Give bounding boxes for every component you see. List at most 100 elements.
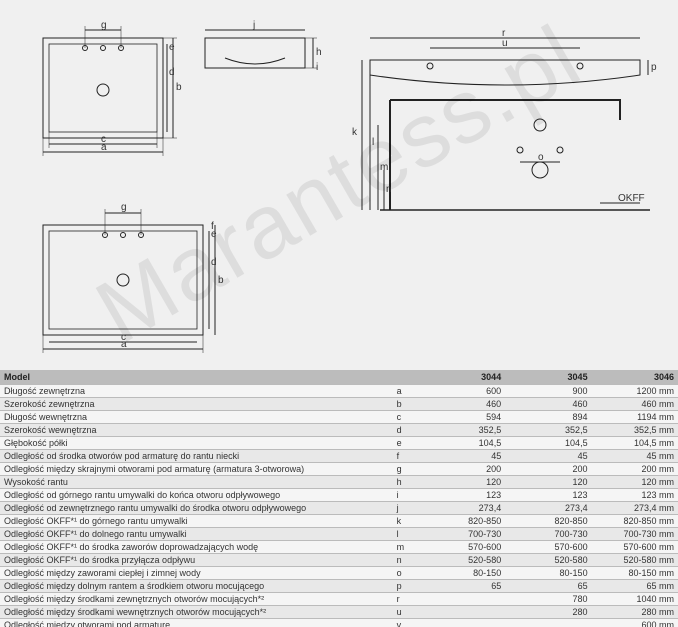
row-v1: 273,4 [419,501,505,514]
row-desc: Odległość OKFF*¹ do środka zaworów dopro… [0,540,393,553]
row-v3: 520-580 mm [592,553,678,566]
row-key: p [393,579,419,592]
row-v1: 570-600 [419,540,505,553]
row-desc: Wysokość rantu [0,475,393,488]
row-v1: 820-850 [419,514,505,527]
row-v1: 65 [419,579,505,592]
row-key: n [393,553,419,566]
row-desc: Głębokość półki [0,436,393,449]
row-v3: 120 mm [592,475,678,488]
svg-text:c: c [121,332,126,343]
diagram-plan-small: g a c b d e [25,20,185,160]
row-v3: 65 mm [592,579,678,592]
row-v2: 352,5 [505,423,591,436]
row-desc: Szerokość wewnętrzna [0,423,393,436]
svg-text:g: g [101,20,107,31]
table-row: Odległość między otworami pod armaturęv 6… [0,618,678,627]
row-key: v [393,618,419,627]
row-v3: 600 mm [592,618,678,627]
row-v2: 45 [505,449,591,462]
svg-text:b: b [218,275,224,286]
svg-text:n: n [386,184,392,195]
row-key: f [393,449,419,462]
row-v1: 594 [419,410,505,423]
row-desc: Odległość między środkami wewnętrznych o… [0,605,393,618]
row-v3: 460 mm [592,397,678,410]
row-v1: 80-150 [419,566,505,579]
row-key: a [393,384,419,397]
row-v2: 460 [505,397,591,410]
row-v3: 280 mm [592,605,678,618]
diagram-elevation: r u p o OKFF k l m n [340,20,660,220]
svg-text:OKFF: OKFF [618,193,645,204]
svg-text:u: u [502,38,508,49]
table-row: Szerokość wewnętrznad352,5352,5352,5 mm [0,423,678,436]
table-row: Odległość OKFF*¹ do dolnego rantu umywal… [0,527,678,540]
svg-text:e: e [169,42,175,53]
row-v1: 600 [419,384,505,397]
svg-text:i: i [316,62,318,73]
row-v2: 273,4 [505,501,591,514]
row-key: r [393,592,419,605]
svg-text:o: o [538,152,544,163]
row-key: m [393,540,419,553]
row-v1: 45 [419,449,505,462]
row-key: l [393,527,419,540]
row-desc: Odległość między skrajnymi otworami pod … [0,462,393,475]
table-row: Wysokość rantuh120120120 mm [0,475,678,488]
svg-text:h: h [316,47,322,58]
row-v3: 1200 mm [592,384,678,397]
header-col2: 3045 [505,370,591,384]
diagram-plan-large: g a c b d e f [25,195,225,355]
table-row: Odległość między zaworami ciepłej i zimn… [0,566,678,579]
row-v3: 200 mm [592,462,678,475]
svg-text:c: c [101,134,106,145]
table-row: Odległość OKFF*¹ do górnego rantu umywal… [0,514,678,527]
row-v3: 273,4 mm [592,501,678,514]
diagram-side-small: j h i [195,20,325,90]
row-desc: Odległość od górnego rantu umywalki do k… [0,488,393,501]
row-v3: 80-150 mm [592,566,678,579]
row-v2: 570-600 [505,540,591,553]
table-row: Odległość od środka otworów pod armaturę… [0,449,678,462]
row-desc: Odległość od środka otworów pod armaturę… [0,449,393,462]
row-v2: 120 [505,475,591,488]
row-v3: 45 mm [592,449,678,462]
table-header-row: Model 3044 3045 3046 [0,370,678,384]
row-v3: 820-850 mm [592,514,678,527]
row-desc: Szerokość zewnętrzna [0,397,393,410]
row-v3: 1040 mm [592,592,678,605]
spec-table: Model 3044 3045 3046 Długość zewnętrznaa… [0,370,678,627]
svg-text:f: f [211,221,214,232]
row-desc: Odległość między zaworami ciepłej i zimn… [0,566,393,579]
table-row: Długość wewnętrznac5948941194 mm [0,410,678,423]
row-v2: 280 [505,605,591,618]
row-desc: Odległość między otworami pod armaturę [0,618,393,627]
row-v1: 104,5 [419,436,505,449]
row-v2: 104,5 [505,436,591,449]
row-v3: 352,5 mm [592,423,678,436]
header-model: Model [0,370,419,384]
row-desc: Odległość między dolnym rantem a środkie… [0,579,393,592]
row-v2: 520-580 [505,553,591,566]
row-v1: 123 [419,488,505,501]
row-v1: 200 [419,462,505,475]
row-v1: 460 [419,397,505,410]
row-v3: 570-600 mm [592,540,678,553]
row-key: b [393,397,419,410]
row-desc: Długość zewnętrzna [0,384,393,397]
row-key: e [393,436,419,449]
row-key: k [393,514,419,527]
table-row: Odległość OKFF*¹ do środka zaworów dopro… [0,540,678,553]
row-desc: Odległość OKFF*¹ do górnego rantu umywal… [0,514,393,527]
row-desc: Odległość od zewnętrznego rantu umywalki… [0,501,393,514]
row-desc: Odległość OKFF*¹ do dolnego rantu umywal… [0,527,393,540]
table-row: Odległość OKFF*¹ do środka przyłącza odp… [0,553,678,566]
svg-text:l: l [372,137,374,148]
header-col3: 3046 [592,370,678,384]
row-v2 [505,618,591,627]
row-v1: 352,5 [419,423,505,436]
table-row: Odległość między skrajnymi otworami pod … [0,462,678,475]
row-v1: 120 [419,475,505,488]
svg-text:k: k [352,127,358,138]
